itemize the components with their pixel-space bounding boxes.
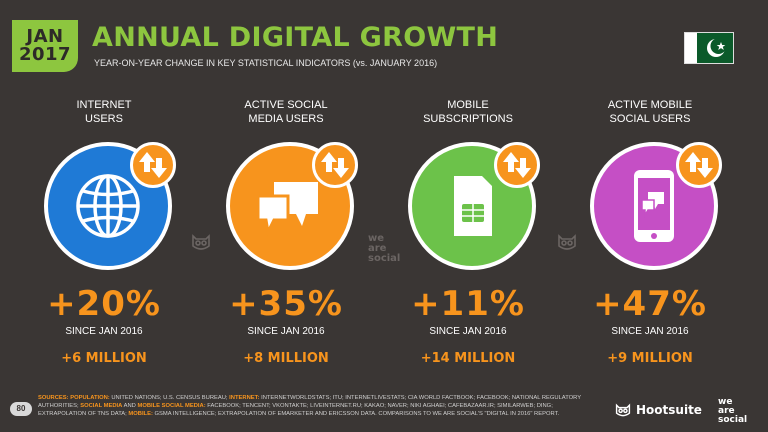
wesocial-logo: we are social xyxy=(718,397,748,425)
page-number: 80 xyxy=(10,402,32,416)
badge-year: 2017 xyxy=(18,44,72,65)
change-percent: +11% xyxy=(411,284,525,324)
absolute-change: +6 MILLION xyxy=(61,351,147,366)
pakistan-flag-icon xyxy=(684,32,734,64)
since-label: SINCE JAN 2016 xyxy=(611,326,689,337)
wesocial-watermark: we are social xyxy=(368,233,401,264)
since-label: SINCE JAN 2016 xyxy=(429,326,507,337)
date-badge: JAN 2017 xyxy=(12,20,78,72)
badge-month: JAN xyxy=(26,26,64,47)
metric-label: ACTIVE MOBILE SOCIAL USERS xyxy=(607,99,693,125)
metric-label: MOBILE SUBSCRIPTIONS xyxy=(423,99,513,125)
since-label: SINCE JAN 2016 xyxy=(65,326,143,337)
up-down-arrows-icon xyxy=(494,142,540,188)
hootsuite-logo: Hootsuite xyxy=(614,402,702,418)
sources-text: SOURCES: POPULATION: UNITED NATIONS; U.S… xyxy=(38,395,582,417)
absolute-change: +8 MILLION xyxy=(243,351,329,366)
since-label: SINCE JAN 2016 xyxy=(247,326,325,337)
page-title: ANNUAL DIGITAL GROWTH xyxy=(92,22,499,53)
change-percent: +35% xyxy=(229,284,343,324)
up-down-arrows-icon xyxy=(676,142,722,188)
absolute-change: +9 MILLION xyxy=(607,351,693,366)
page-subtitle: YEAR-ON-YEAR CHANGE IN KEY STATISTICAL I… xyxy=(94,58,438,68)
change-percent: +20% xyxy=(47,284,161,324)
up-down-arrows-icon xyxy=(312,142,358,188)
smartphone-chat-icon xyxy=(590,142,718,270)
metric-label: INTERNET USERS xyxy=(76,99,132,125)
change-percent: +47% xyxy=(593,284,707,324)
owl-watermark-icon xyxy=(558,234,576,250)
metric-label: ACTIVE SOCIAL MEDIA USERS xyxy=(244,99,328,125)
globe-icon xyxy=(44,142,172,270)
owl-watermark-icon xyxy=(192,234,210,250)
up-down-arrows-icon xyxy=(130,142,176,188)
absolute-change: +14 MILLION xyxy=(420,351,516,366)
owl-logo-icon xyxy=(615,403,631,417)
